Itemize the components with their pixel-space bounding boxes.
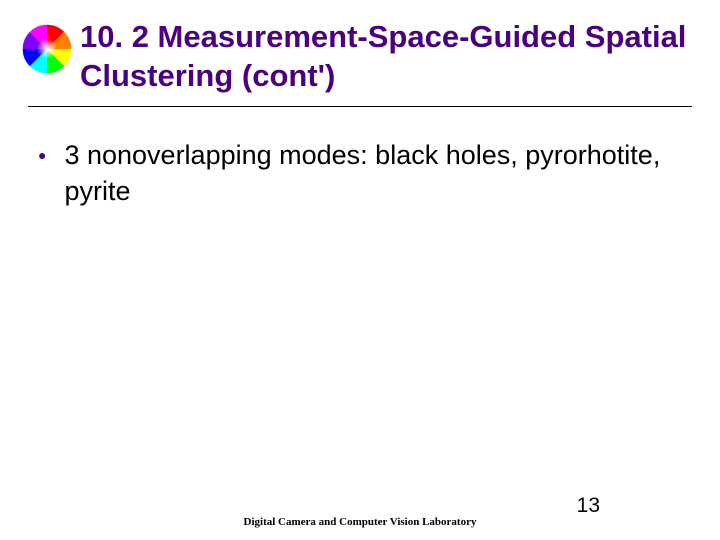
slide-title: 10. 2 Measurement-Space-Guided Spatial C… [80,18,700,96]
bullet-dot-icon: ● [38,147,46,163]
color-wheel-logo-icon [20,22,74,76]
page-number: 13 [577,494,600,518]
slide-content: ● 3 nonoverlapping modes: black holes, p… [0,107,720,210]
footer-label: Digital Camera and Computer Vision Labor… [244,516,477,528]
slide-header: 10. 2 Measurement-Space-Guided Spatial C… [0,0,720,96]
bullet-item: ● 3 nonoverlapping modes: black holes, p… [38,137,670,210]
bullet-text: 3 nonoverlapping modes: black holes, pyr… [64,137,670,210]
